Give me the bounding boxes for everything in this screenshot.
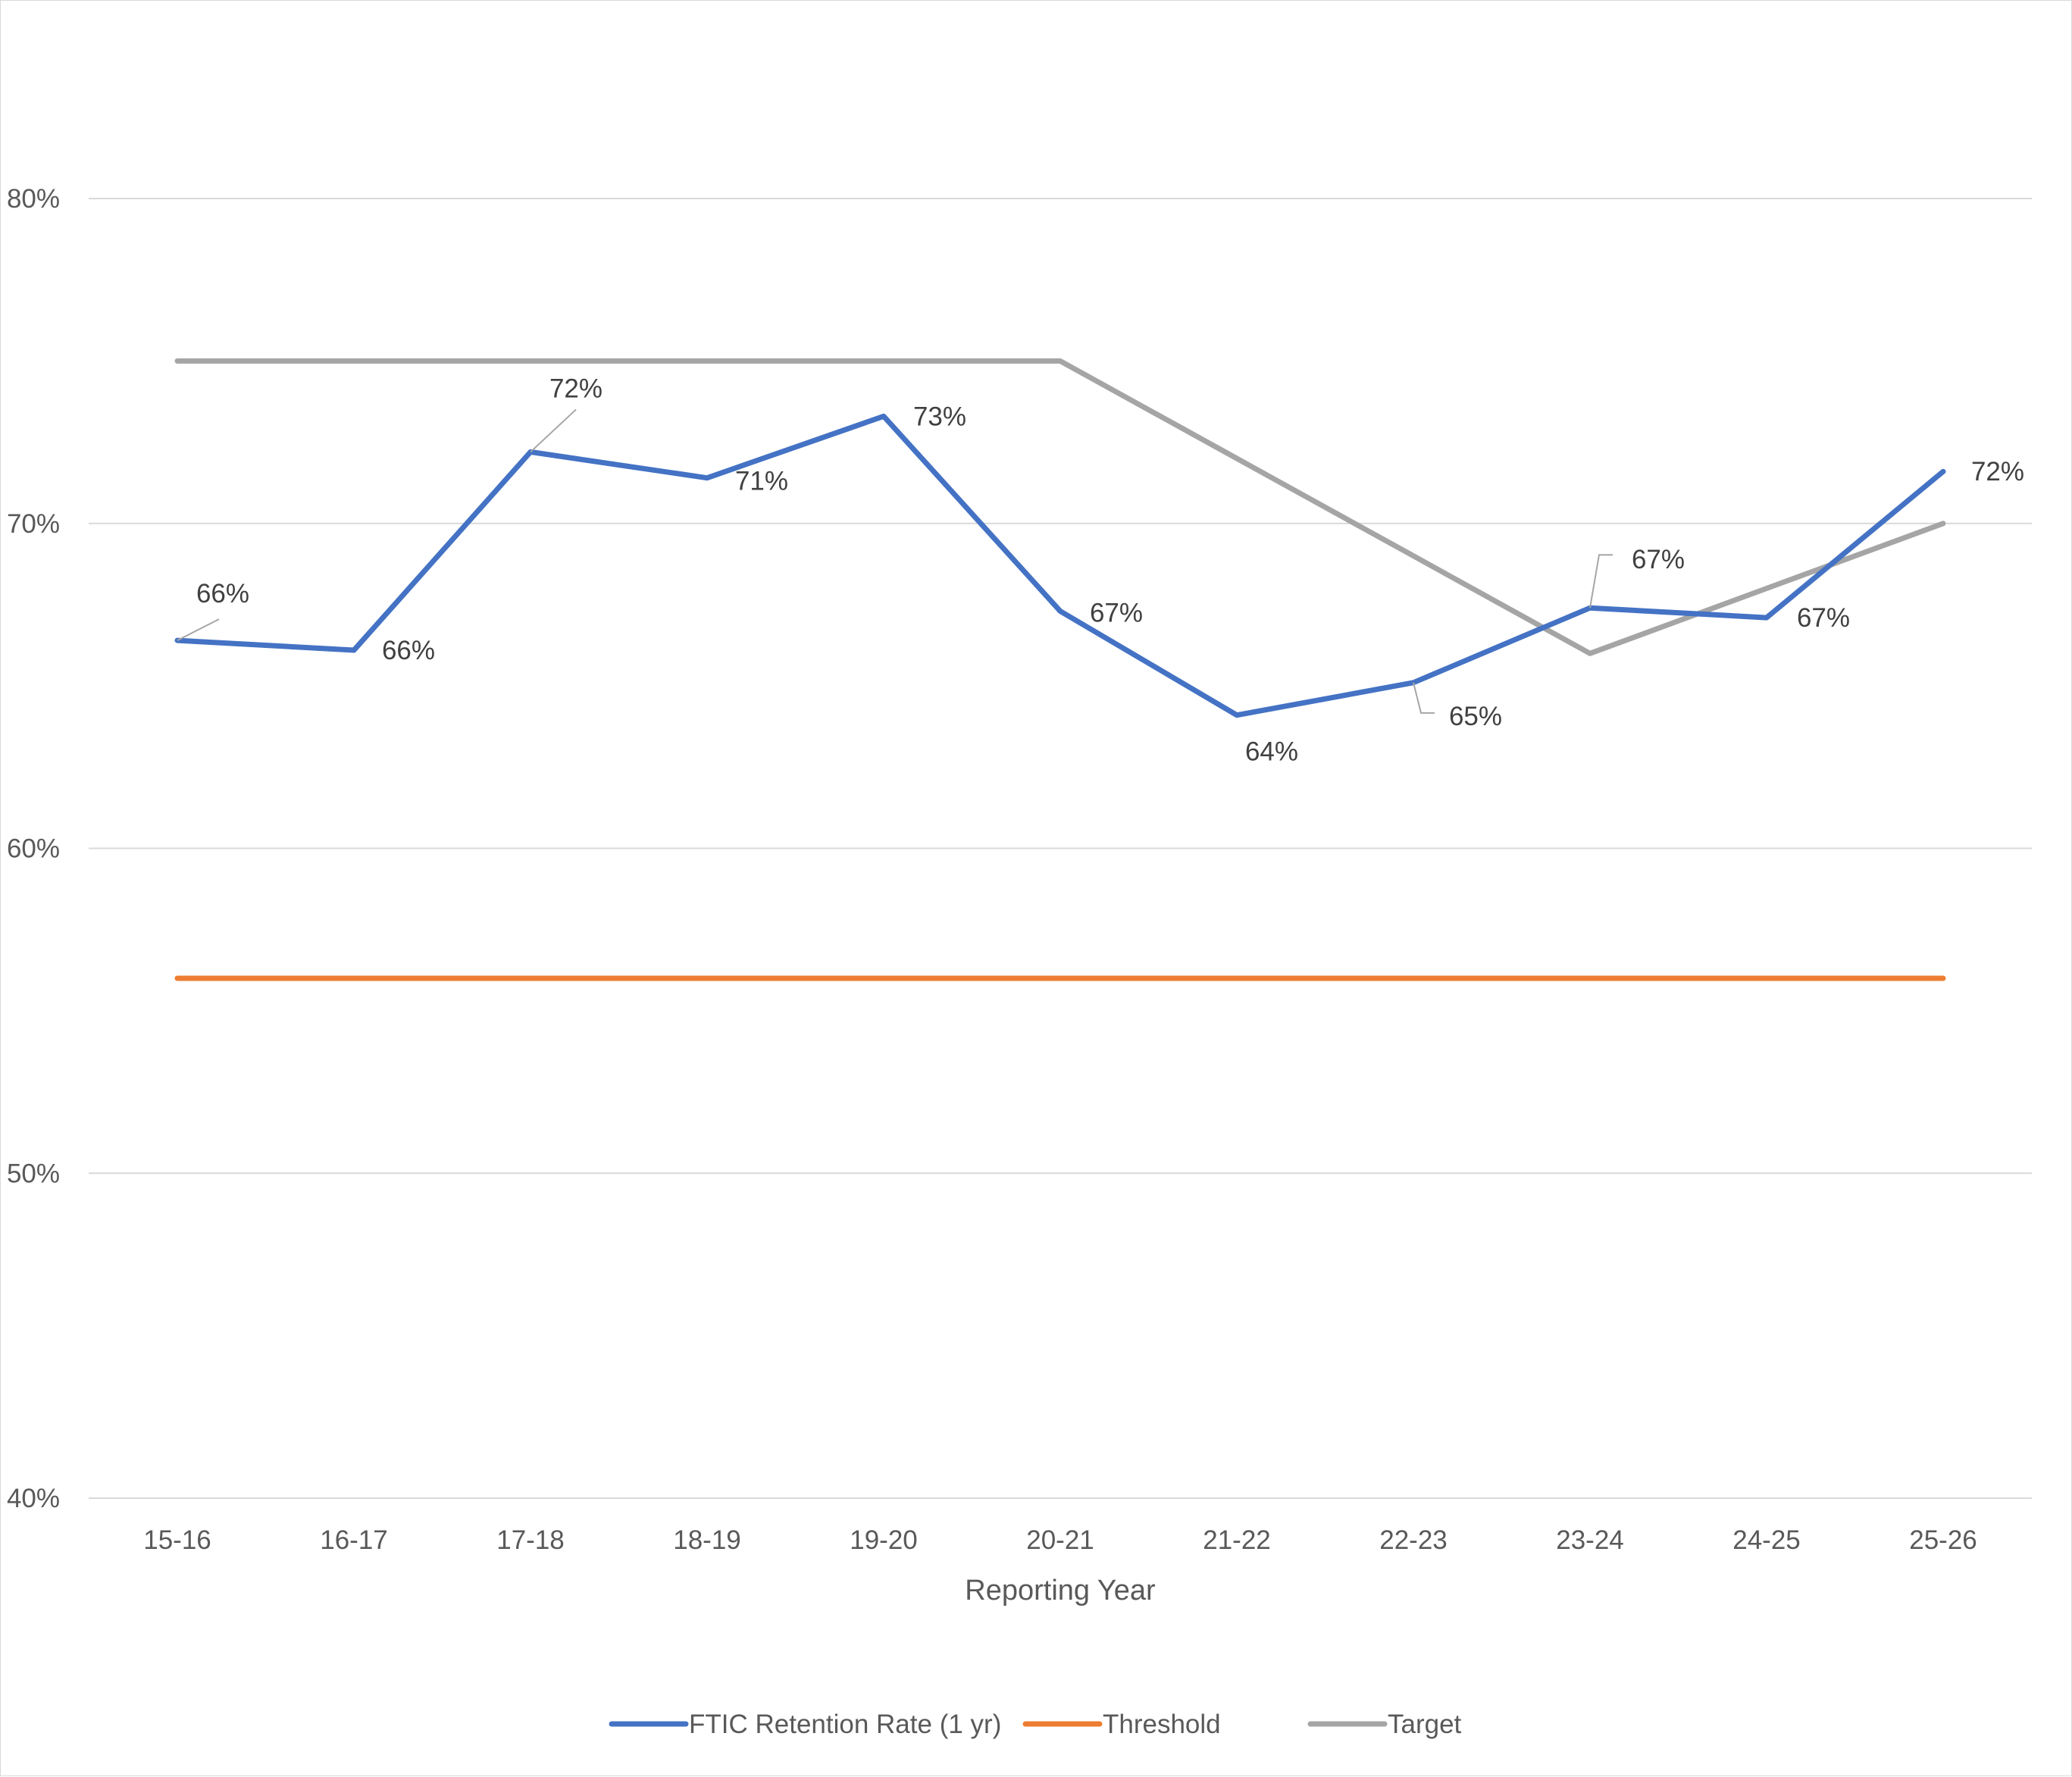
data-label: 67% [1090,599,1143,628]
legend-label: Threshold [1103,1710,1221,1739]
x-tick-label: 18-19 [673,1525,741,1555]
series-line-target [174,358,1946,656]
data-label: 64% [1245,737,1298,767]
y-axis-ticks: 40% 50% 60% 70% 80% [7,184,60,1513]
x-tick-label: 22-23 [1379,1525,1448,1555]
x-tick-label: 24-25 [1732,1525,1801,1555]
x-tick-label: 20-21 [1026,1525,1094,1555]
legend: FTIC Retention Rate (1 yr) Threshold Targe… [609,1710,1462,1739]
gridlines [89,198,2032,1499]
x-tick-label: 19-20 [850,1525,918,1555]
series-lines [174,358,1946,981]
x-tick-label: 17-18 [496,1525,565,1555]
data-label: 72% [1971,457,2024,486]
data-label: 73% [913,402,966,431]
x-tick-label: 23-24 [1556,1525,1624,1555]
data-label-leader [177,618,220,641]
x-tick-label: 21-22 [1203,1525,1271,1555]
y-tick-label: 40% [7,1484,60,1513]
data-label-leader [1413,682,1435,714]
y-tick-label: 70% [7,509,60,539]
data-labels: 66% 66% 72% 71% 73% 67% 64% 65% 67% 67% 72% [196,374,2024,766]
x-axis-ticks: 15-16 16-17 17-18 18-19 19-20 20-21 21-22 22-23… [143,1525,1977,1555]
legend-label: Target [1388,1710,1462,1739]
data-label-leader [530,408,577,453]
data-label: 66% [196,579,249,608]
legend-label: FTIC Retention Rate (1 yr) [689,1710,1001,1739]
x-tick-label: 25-26 [1909,1525,1977,1555]
series-line-ftic-retention-rate-1-yr [174,413,1946,718]
data-label: 71% [735,467,788,496]
data-label: 66% [382,636,435,665]
data-label: 72% [549,374,603,403]
y-tick-label: 80% [7,184,60,214]
data-label-leader [1589,554,1613,608]
data-label: 67% [1632,545,1685,574]
x-tick-label: 15-16 [143,1525,211,1555]
data-label: 67% [1797,603,1850,633]
y-tick-label: 60% [7,834,60,864]
x-tick-label: 16-17 [320,1525,388,1555]
y-tick-label: 50% [7,1159,60,1188]
x-axis-title: Reporting Year [965,1575,1156,1606]
data-label: 65% [1449,702,1502,731]
label-leader-lines [177,408,1613,714]
